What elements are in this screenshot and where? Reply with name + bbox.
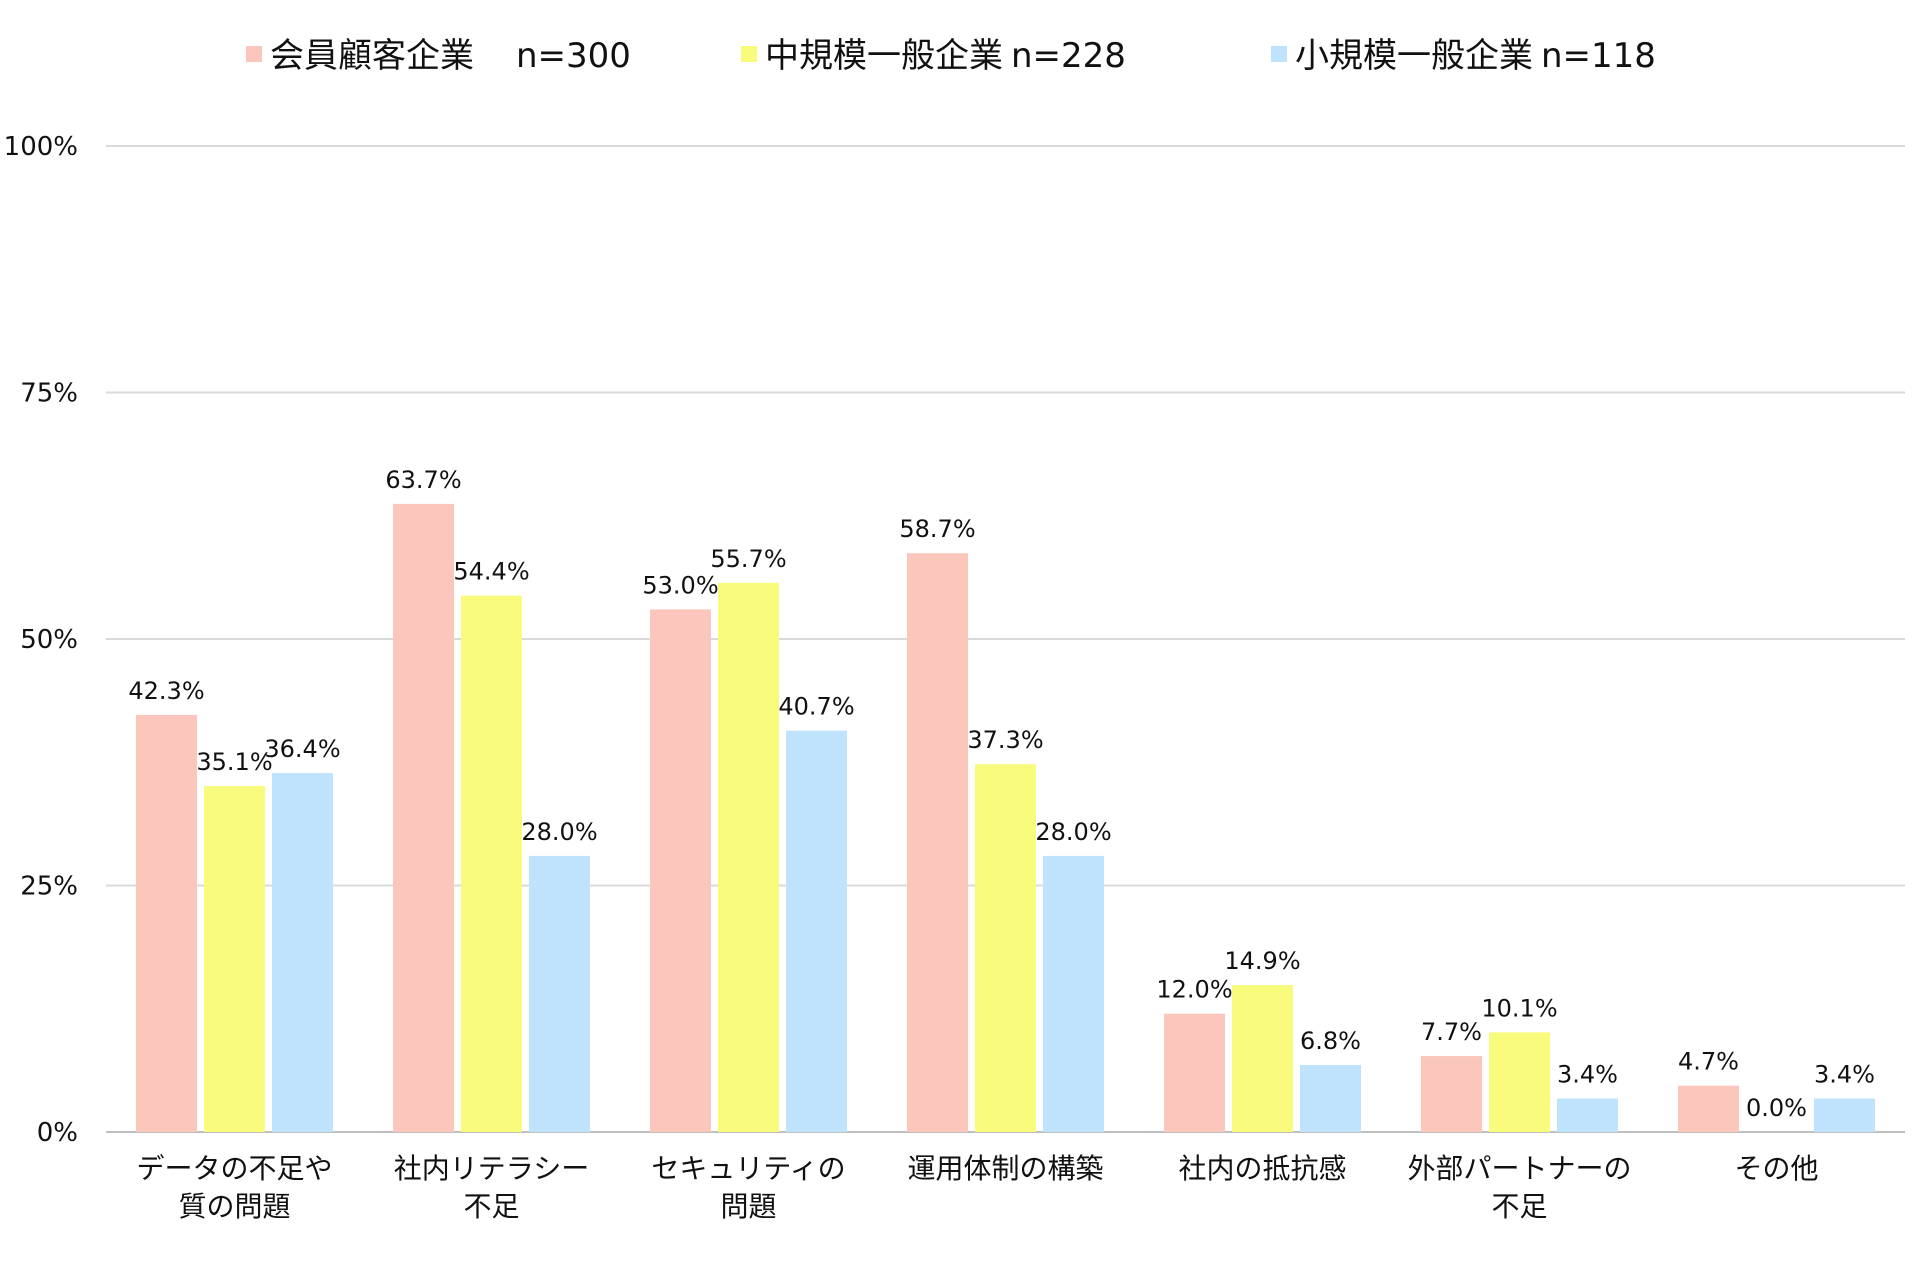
y-tick-label: 25% <box>20 872 78 902</box>
legend-sample-size: n=300 <box>516 36 631 76</box>
data-label: 63.7% <box>385 466 461 494</box>
data-label: 3.4% <box>1557 1060 1618 1088</box>
bar <box>907 553 968 1132</box>
x-tick-label: 運用体制の構築 <box>907 1152 1103 1185</box>
bar <box>136 714 197 1132</box>
x-tick-label: 問題 <box>720 1190 776 1223</box>
bars <box>136 503 1875 1133</box>
legend-swatch <box>246 46 262 62</box>
x-tick-label: 外部パートナーの <box>1407 1152 1631 1185</box>
legend-series-name: 会員顧客企業 <box>270 36 474 76</box>
data-label: 54.4% <box>453 558 529 586</box>
bar <box>1814 1098 1875 1132</box>
bar <box>393 503 454 1133</box>
data-label: 42.3% <box>128 677 204 705</box>
bar <box>272 773 333 1132</box>
x-tick-label: 社内の抵抗感 <box>1178 1152 1346 1185</box>
data-label: 28.0% <box>521 818 597 846</box>
data-label: 4.7% <box>1678 1048 1739 1076</box>
data-label: 58.7% <box>899 515 975 543</box>
y-tick-label: 75% <box>20 379 78 409</box>
bar <box>1043 855 1104 1132</box>
data-label: 53.0% <box>642 571 718 599</box>
data-label: 12.0% <box>1156 976 1232 1004</box>
data-labels: 42.3% 35.1%36.4% 63.7% 54.4% 28.0% 53.0%55.7%… <box>128 466 1875 1122</box>
data-label: 40.7% <box>778 693 854 721</box>
legend-swatch <box>741 46 757 62</box>
legend: 会員顧客企業 n=300 中規模一般企業 n=228 小規模一般企業 n=118 <box>246 36 1656 76</box>
bar <box>1421 1056 1482 1132</box>
bar <box>1164 1013 1225 1132</box>
bar <box>1232 985 1293 1132</box>
legend-swatch <box>1271 46 1287 62</box>
y-tick-label: 100% <box>4 132 78 162</box>
data-label: 10.1% <box>1481 994 1557 1022</box>
data-label: 35.1% <box>196 748 272 776</box>
x-tick-label: その他 <box>1734 1152 1818 1185</box>
legend-sample-size: n=228 <box>1011 36 1126 76</box>
data-label: 14.9% <box>1224 947 1300 975</box>
data-label: 7.7% <box>1421 1018 1482 1046</box>
bar <box>718 582 779 1132</box>
data-label: 36.4% <box>264 735 340 763</box>
data-label: 6.8% <box>1300 1027 1361 1055</box>
bar <box>1557 1098 1618 1132</box>
x-tick-label: データの不足や <box>136 1152 332 1185</box>
x-tick-label: 不足 <box>1491 1190 1547 1223</box>
bar <box>461 595 522 1132</box>
data-label: 28.0% <box>1035 818 1111 846</box>
bar <box>650 609 711 1132</box>
legend-sample-size: n=118 <box>1541 36 1656 76</box>
y-tick-label: 0% <box>37 1118 78 1148</box>
data-label: 37.3% <box>967 726 1043 754</box>
x-tick-label: セキュリティの <box>651 1152 845 1185</box>
x-tick-label: 社内リテラシー <box>394 1152 589 1185</box>
y-tick-label: 50% <box>20 625 78 655</box>
legend-series-name: 小規模一般企業 <box>1295 36 1533 76</box>
bar <box>975 764 1036 1132</box>
data-label: 0.0% <box>1746 1094 1807 1122</box>
data-label: 3.4% <box>1814 1060 1875 1088</box>
bar <box>786 730 847 1132</box>
bar <box>529 855 590 1132</box>
bar <box>1678 1085 1739 1132</box>
x-tick-label: 不足 <box>463 1190 519 1223</box>
data-label: 55.7% <box>710 545 786 573</box>
bar <box>1489 1032 1550 1132</box>
y-axis-ticks: 0% 25% 50% 75% 100% <box>4 132 78 1148</box>
x-tick-label: 質の問題 <box>178 1190 290 1223</box>
legend-series-name: 中規模一般企業 <box>765 36 1003 76</box>
bar <box>204 785 265 1132</box>
bar <box>1300 1064 1361 1132</box>
